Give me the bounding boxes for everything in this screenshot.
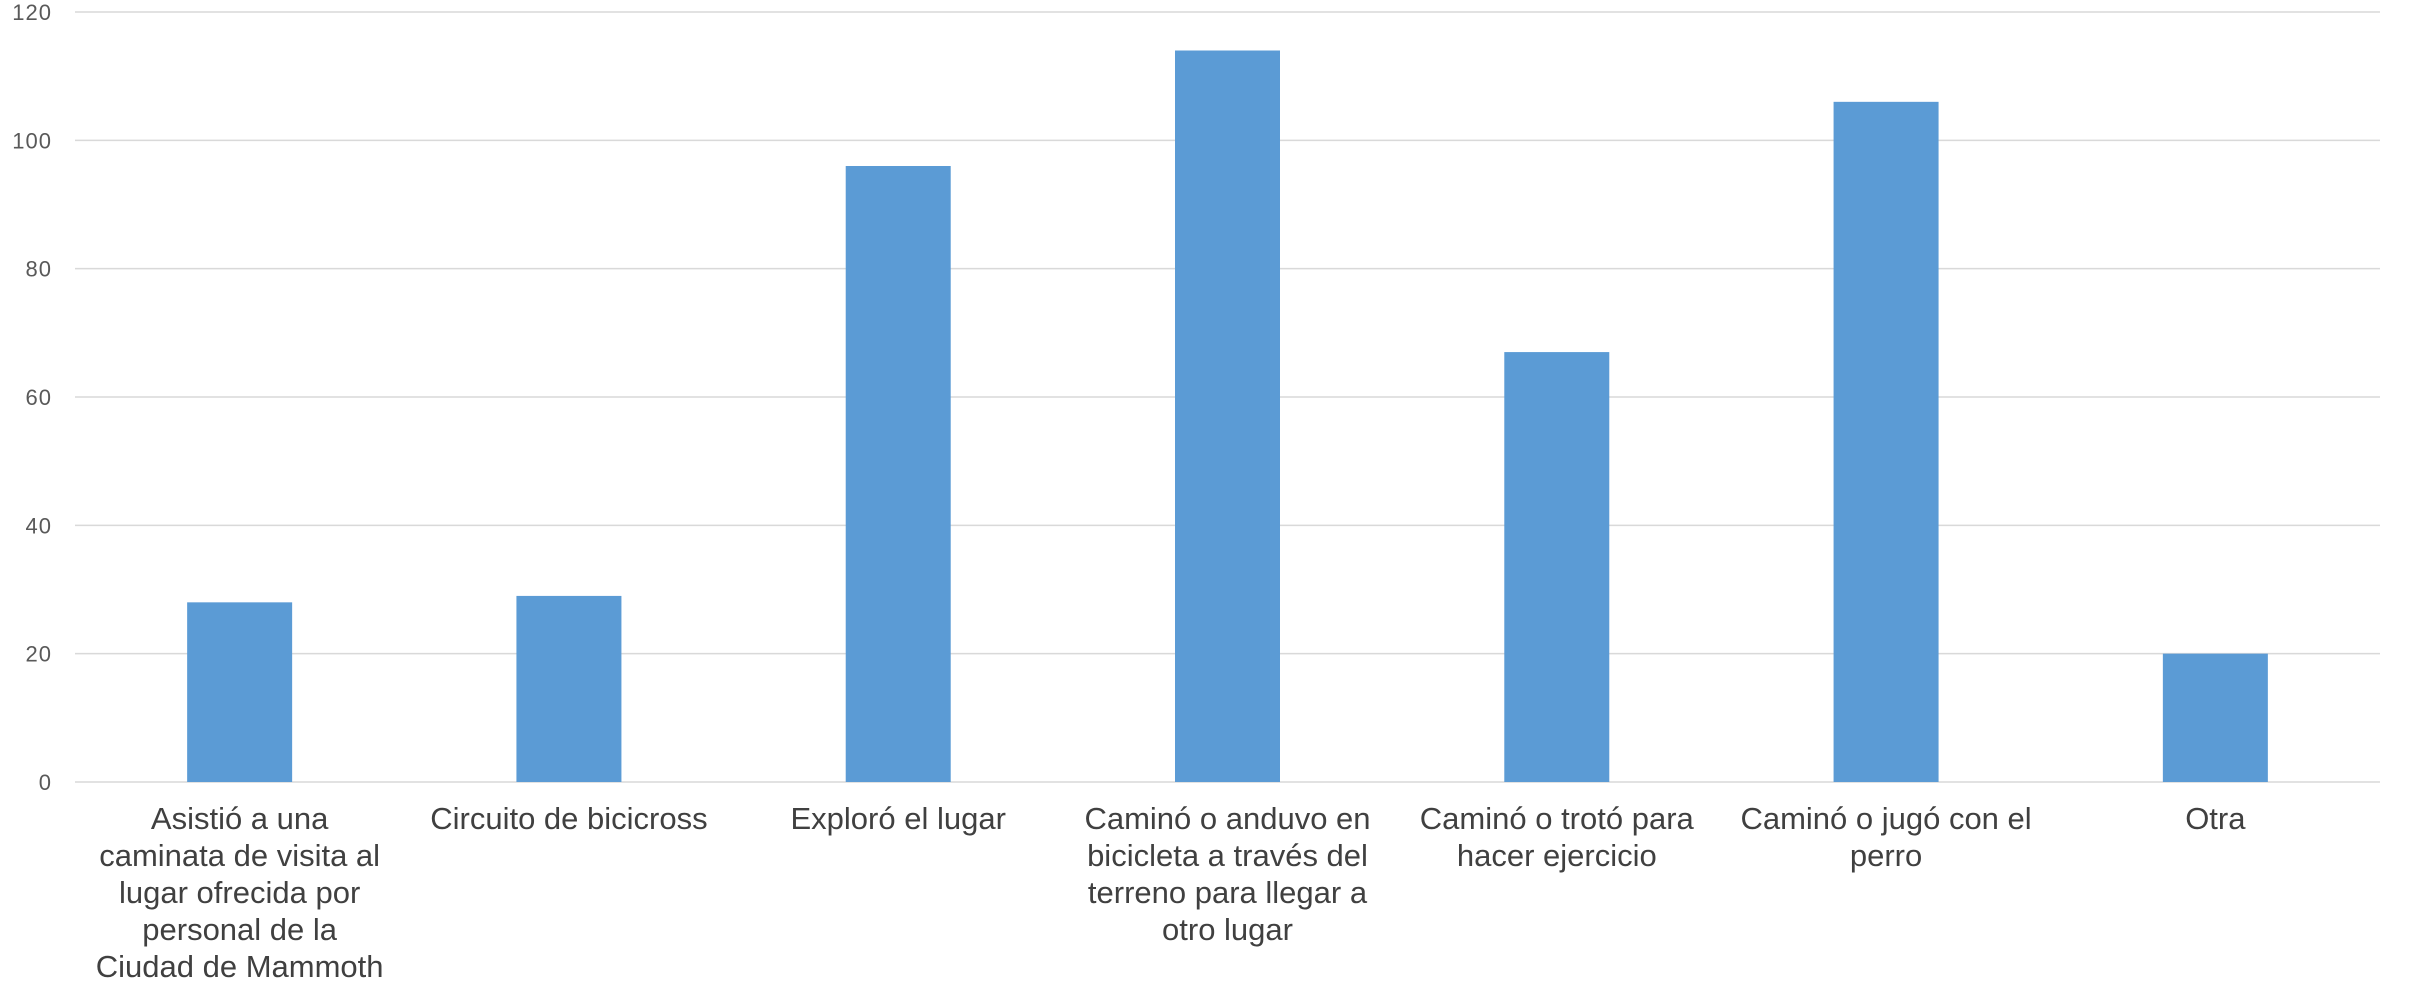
- x-tick-label: Otra: [2185, 801, 2246, 836]
- x-tick-label: Caminó o anduvo en bicicleta a través de…: [1084, 801, 1371, 947]
- x-tick-label: Caminó o trotó para hacer ejercicio: [1419, 801, 1694, 873]
- y-tick-label: 120: [12, 0, 52, 25]
- bar: [1175, 50, 1280, 782]
- bars: [187, 50, 2268, 783]
- bar: [516, 595, 622, 782]
- y-axis-ticks: 0 20 40 60 80 100 120: [12, 0, 52, 795]
- bar: [2162, 653, 2268, 782]
- y-tick-label: 40: [26, 513, 52, 538]
- y-tick-label: 80: [26, 257, 52, 282]
- x-tick-label: Asistió a una caminata de visita al luga…: [95, 801, 384, 984]
- y-tick-label: 20: [26, 642, 52, 667]
- bar: [1504, 352, 1610, 782]
- bar: [845, 166, 951, 782]
- x-tick-label: Exploró el lugar: [790, 801, 1006, 836]
- y-tick-label: 0: [39, 770, 52, 795]
- plot-area: 0 20 40 60 80 100 120: [12, 0, 2380, 795]
- y-tick-label: 100: [12, 128, 52, 153]
- bar: [1833, 101, 1939, 783]
- x-tick-label: Circuito de bicicross: [430, 801, 708, 836]
- x-tick-label: Caminó o jugó con el perro: [1740, 801, 2032, 873]
- bar-chart: 0 20 40 60 80 100 120 Asistió a una caminata d…: [12, 0, 2380, 984]
- y-tick-label: 60: [26, 385, 52, 410]
- bar: [187, 602, 293, 782]
